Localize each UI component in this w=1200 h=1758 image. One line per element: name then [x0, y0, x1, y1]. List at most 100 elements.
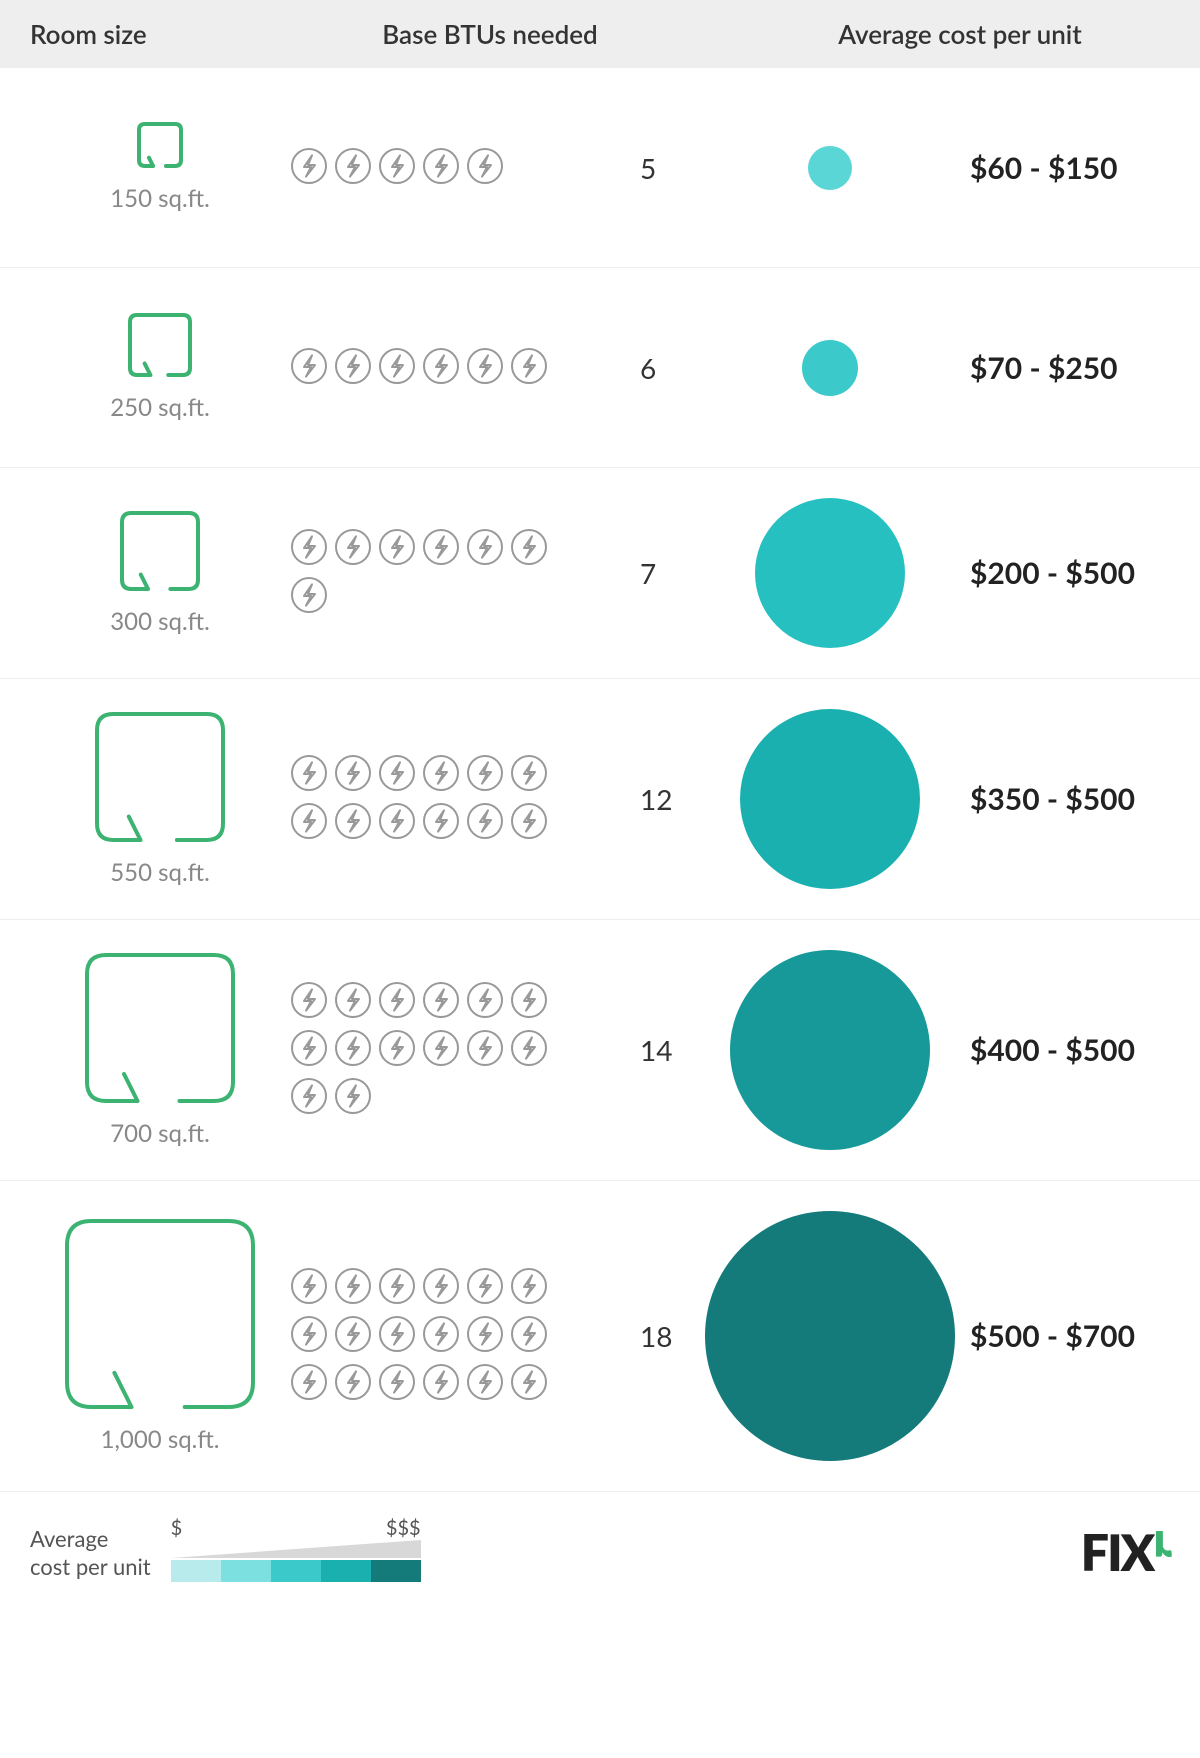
- table-row: 550 sq.ft. 12: [0, 679, 1200, 920]
- lightning-icon: [378, 1363, 416, 1405]
- lightning-icon: [290, 1363, 328, 1405]
- lightning-icon: [334, 1315, 372, 1357]
- room-icon: [65, 1219, 255, 1413]
- lightning-icon: [466, 1315, 504, 1357]
- btu-count: 12: [630, 782, 690, 816]
- lightning-icon: [334, 754, 372, 796]
- room-label: 300 sq.ft.: [110, 607, 210, 636]
- table-row: 250 sq.ft. 6 $70 - $250: [0, 268, 1200, 468]
- btu-icons: [290, 147, 570, 189]
- room-label: 250 sq.ft.: [110, 393, 210, 422]
- legend-label: Average cost per unit: [30, 1525, 151, 1582]
- room-icon: [137, 122, 183, 172]
- btu-icons: [290, 981, 570, 1119]
- lightning-icon: [422, 1029, 460, 1071]
- room-size-cell: 700 sq.ft.: [30, 953, 290, 1148]
- header-btus: Base BTUs needed: [290, 18, 690, 50]
- btu-count: 6: [630, 351, 690, 385]
- table-row: 1,000 sq.ft.: [0, 1181, 1200, 1492]
- lightning-icon: [422, 1315, 460, 1357]
- lightning-icon: [422, 1267, 460, 1309]
- lightning-icon: [290, 528, 328, 570]
- lightning-icon: [510, 754, 548, 796]
- lightning-icon: [334, 528, 372, 570]
- cost-range: $70 - $250: [970, 350, 1200, 386]
- lightning-icon: [378, 1029, 416, 1071]
- lightning-icon: [510, 1029, 548, 1071]
- room-icon: [120, 511, 200, 595]
- table-row: 300 sq.ft. 7 $200 - $500: [0, 468, 1200, 679]
- lightning-icon: [466, 147, 504, 189]
- lightning-icon: [510, 347, 548, 389]
- lightning-icon: [422, 528, 460, 570]
- legend-bar: [321, 1560, 371, 1582]
- lightning-icon: [334, 1029, 372, 1071]
- lightning-icon: [510, 981, 548, 1023]
- room-label: 150 sq.ft.: [110, 184, 210, 213]
- lightning-icon: [378, 1267, 416, 1309]
- lightning-icon: [510, 528, 548, 570]
- lightning-icon: [422, 1363, 460, 1405]
- legend-triangle: [171, 1540, 421, 1558]
- lightning-icon: [378, 347, 416, 389]
- room-icon: [95, 712, 225, 846]
- lightning-icon: [466, 1029, 504, 1071]
- fixr-logo: FIXr: [1081, 1522, 1170, 1582]
- lightning-icon: [378, 981, 416, 1023]
- cost-range: $400 - $500: [970, 1032, 1200, 1068]
- lightning-icon: [290, 1029, 328, 1071]
- room-label: 700 sq.ft.: [110, 1119, 210, 1148]
- lightning-icon: [466, 1267, 504, 1309]
- lightning-icon: [290, 576, 328, 618]
- legend-bar: [371, 1560, 421, 1582]
- legend-bar: [171, 1560, 221, 1582]
- room-size-cell: 300 sq.ft.: [30, 511, 290, 636]
- cost-circle: [740, 709, 920, 889]
- cost-circle: [730, 950, 930, 1150]
- cost-circle-cell: [690, 146, 970, 190]
- lightning-icon: [466, 528, 504, 570]
- table-row: 150 sq.ft. 5 $60 - $150: [0, 68, 1200, 268]
- room-icon: [85, 953, 235, 1107]
- header-room-size: Room size: [30, 18, 290, 50]
- room-label: 550 sq.ft.: [110, 858, 210, 887]
- lightning-icon: [378, 802, 416, 844]
- table-row: 700 sq.ft.: [0, 920, 1200, 1181]
- btu-count: 5: [630, 151, 690, 185]
- lightning-icon: [334, 147, 372, 189]
- cost-circle: [808, 146, 852, 190]
- lightning-icon: [466, 754, 504, 796]
- legend-bars: [171, 1560, 421, 1582]
- lightning-icon: [422, 147, 460, 189]
- room-size-cell: 550 sq.ft.: [30, 712, 290, 887]
- legend-bar: [221, 1560, 271, 1582]
- header-cost: Average cost per unit: [690, 18, 1200, 50]
- lightning-icon: [290, 802, 328, 844]
- lightning-icon: [378, 528, 416, 570]
- lightning-icon: [466, 802, 504, 844]
- lightning-icon: [334, 1363, 372, 1405]
- cost-range: $200 - $500: [970, 555, 1200, 591]
- cost-range: $350 - $500: [970, 781, 1200, 817]
- room-size-cell: 150 sq.ft.: [30, 122, 290, 213]
- lightning-icon: [466, 981, 504, 1023]
- btu-icons: [290, 347, 570, 389]
- lightning-icon: [378, 1315, 416, 1357]
- lightning-icon: [378, 754, 416, 796]
- lightning-icon: [290, 1315, 328, 1357]
- cost-circle-cell: [690, 1211, 970, 1461]
- cost-range: $60 - $150: [970, 150, 1200, 186]
- cost-circle: [705, 1211, 955, 1461]
- btu-icons: [290, 754, 570, 844]
- lightning-icon: [290, 1077, 328, 1119]
- btu-count: 18: [630, 1319, 690, 1353]
- btu-icons: [290, 528, 570, 618]
- cost-circle-cell: [690, 709, 970, 889]
- lightning-icon: [466, 1363, 504, 1405]
- lightning-icon: [422, 754, 460, 796]
- table-body: 150 sq.ft. 5 $60 - $150 250 sq.ft.: [0, 68, 1200, 1492]
- legend-bar: [271, 1560, 321, 1582]
- lightning-icon: [510, 802, 548, 844]
- btu-count: 14: [630, 1033, 690, 1067]
- room-label: 1,000 sq.ft.: [101, 1425, 220, 1454]
